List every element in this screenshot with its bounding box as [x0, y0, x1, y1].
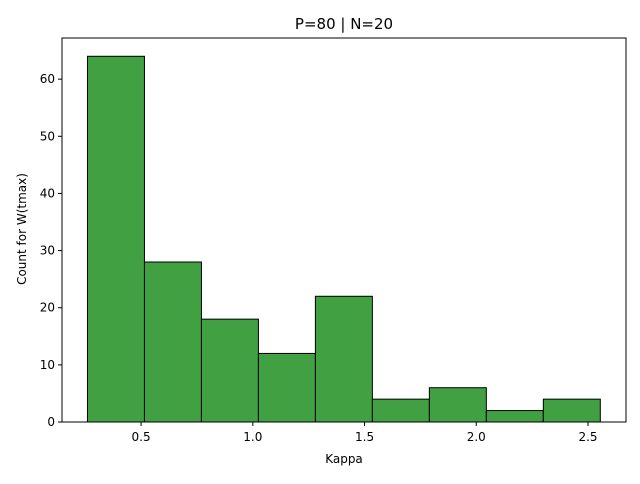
- x-tick-label-0: 0.5: [132, 430, 151, 444]
- y-tick-label-5: 50: [40, 129, 55, 143]
- y-tick-label-6: 60: [40, 72, 55, 86]
- histogram-bar-2: [200, 318, 259, 423]
- histogram-bar-6: [428, 387, 487, 423]
- x-tick-label-1: 1.0: [243, 430, 262, 444]
- histogram-bar-7: [485, 410, 544, 423]
- x-tick-label-4: 2.5: [578, 430, 597, 444]
- y-axis-label: Count for W(tmax): [15, 173, 29, 285]
- axes-layer: 0.5 1.0 1.5 2.0 2.5 0 10 20 30 40 50 60: [40, 37, 627, 444]
- histogram-bar-3: [257, 352, 316, 423]
- y-tick-label-4: 40: [40, 186, 55, 200]
- histogram-bar-4: [314, 295, 373, 423]
- x-axis-label: Kappa: [325, 452, 363, 466]
- histogram-bar-0: [86, 55, 145, 423]
- y-tick-label-3: 30: [40, 244, 55, 258]
- plot-frame: [61, 37, 627, 423]
- y-tick-label-1: 10: [40, 358, 55, 372]
- histogram-bar-1: [143, 261, 202, 423]
- x-tick-label-2: 1.5: [355, 430, 374, 444]
- y-tick-label-0: 0: [47, 415, 55, 429]
- bars-layer: [86, 55, 601, 423]
- histogram-bar-8: [542, 398, 601, 423]
- chart-title: P=80 | N=20: [295, 15, 393, 33]
- y-tick-label-2: 20: [40, 301, 55, 315]
- x-tick-label-3: 2.0: [467, 430, 486, 444]
- histogram-bar-5: [371, 398, 430, 423]
